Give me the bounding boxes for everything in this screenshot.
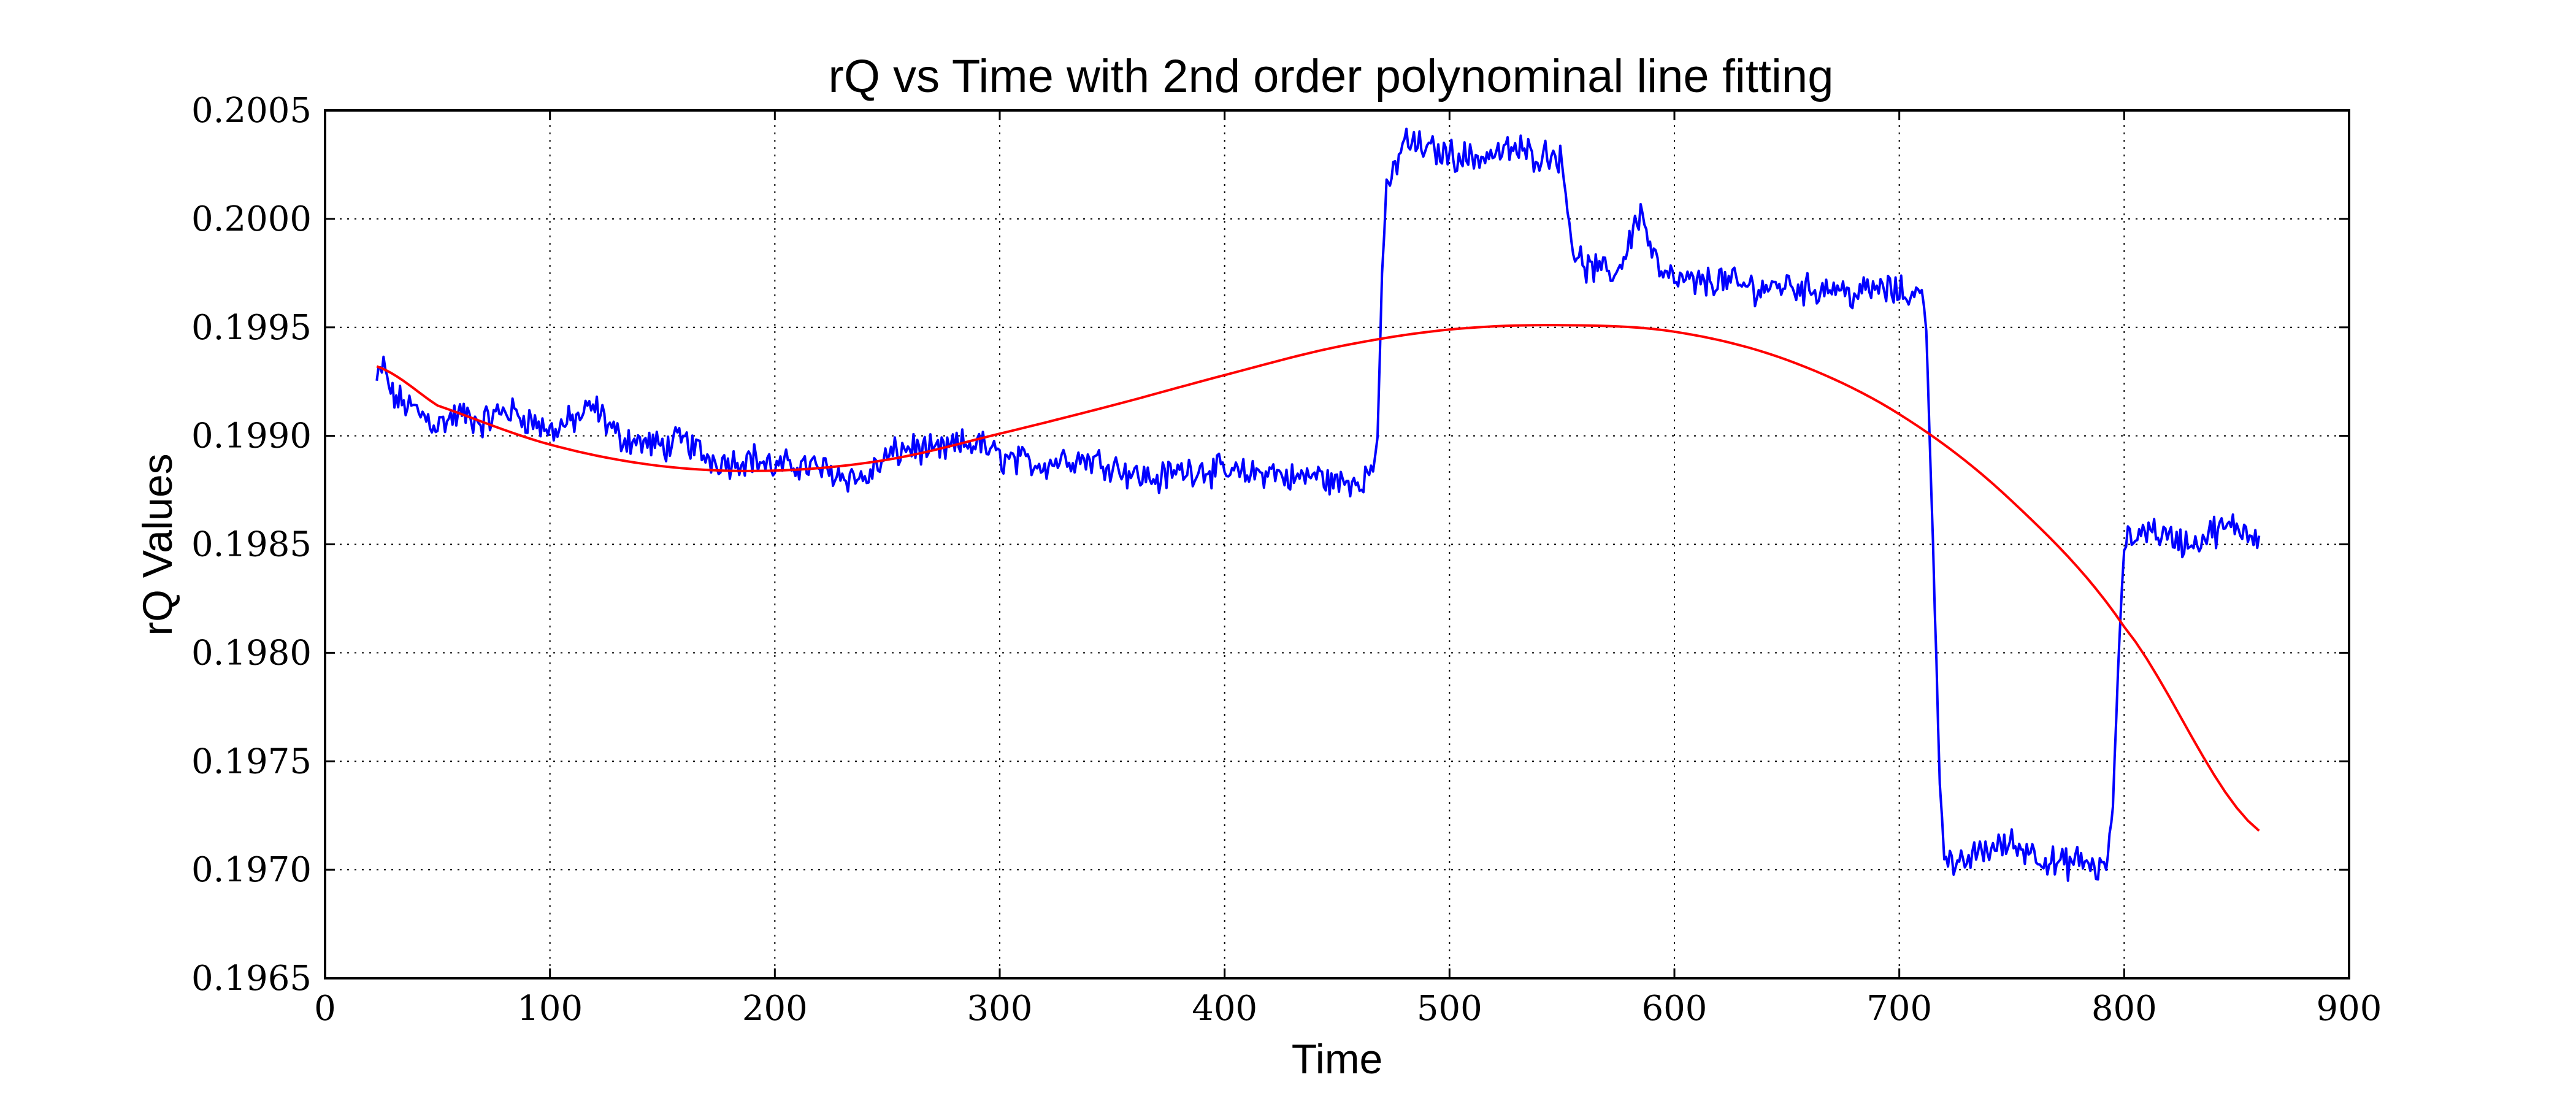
y-tick-label: 0.1980 (191, 633, 312, 673)
series-lines (375, 128, 2261, 882)
x-tick-label: 400 (1192, 989, 1257, 1029)
x-tick-label: 200 (742, 989, 808, 1029)
y-tick-label: 0.1995 (191, 308, 312, 348)
axis-ticks (324, 109, 2350, 979)
x-tick-label: 0 (314, 989, 336, 1029)
y-tick-label: 0.1990 (191, 416, 312, 456)
x-axis-label: Time (1292, 1036, 1383, 1083)
y-tick-label: 0.2005 (191, 91, 312, 131)
x-tick-label: 100 (517, 989, 583, 1029)
x-tick-label: 800 (2091, 989, 2157, 1029)
x-tick-label: 500 (1417, 989, 1482, 1029)
y-tick-label: 0.1975 (191, 742, 312, 781)
y-tick-label: 0.1965 (191, 959, 312, 999)
y-tick-label: 0.1985 (191, 525, 312, 565)
x-tick-label: 900 (2317, 989, 2382, 1029)
grid-lines (325, 110, 2349, 978)
series-line-rq-values (375, 128, 2261, 882)
x-tick-label: 600 (1642, 989, 1708, 1029)
y-axis-label: rQ Values (134, 453, 181, 635)
x-tick-label: 700 (1866, 989, 1932, 1029)
y-tick-label: 0.1970 (191, 850, 312, 890)
series-line-polynomial-fit (376, 324, 2260, 832)
x-tick-labels: 0 100 200 300 400 500 600 700 800 900 (314, 989, 2382, 1029)
chart-title: rQ vs Time with 2nd order polynominal li… (829, 50, 1834, 102)
y-tick-labels: 0.1965 0.1970 0.1975 0.1980 0.1985 0.1990 0.19… (191, 91, 312, 999)
x-tick-label: 300 (967, 989, 1033, 1029)
y-tick-label: 0.2000 (191, 199, 312, 239)
